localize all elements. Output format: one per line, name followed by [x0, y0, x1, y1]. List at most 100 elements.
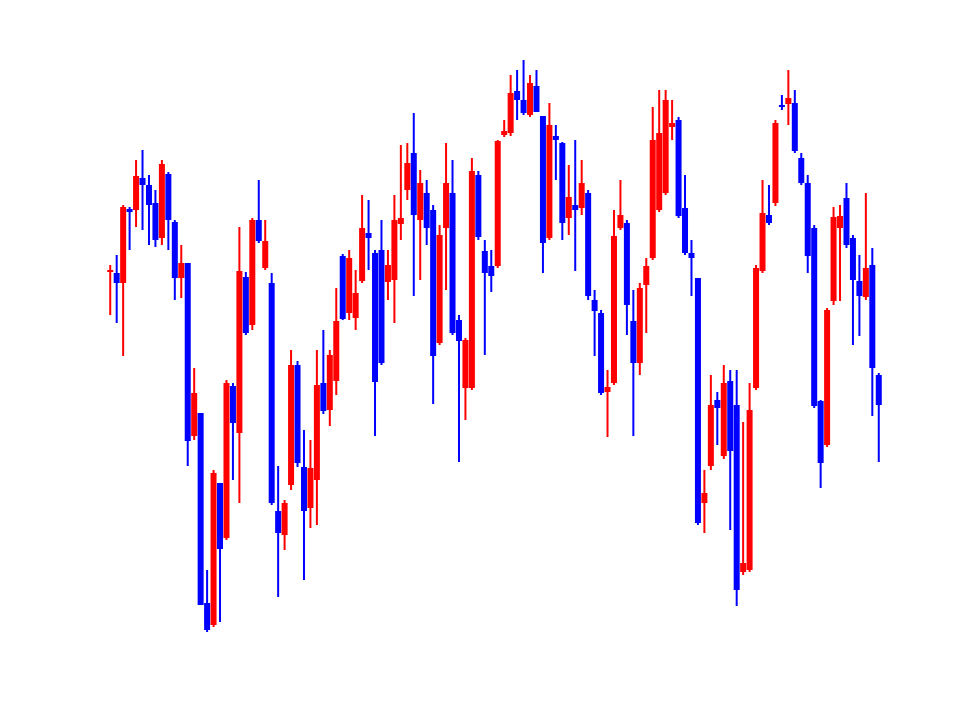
- candle-body: [862, 268, 869, 297]
- candle-body: [326, 355, 333, 410]
- candle-body: [210, 473, 217, 625]
- candle-body: [791, 103, 798, 151]
- candle-body: [494, 141, 501, 266]
- candle-body: [617, 215, 624, 228]
- candle-body: [533, 86, 540, 112]
- candle-body: [527, 83, 534, 115]
- candle-body: [662, 100, 669, 193]
- candle-body: [236, 271, 243, 433]
- candle-body: [707, 405, 714, 466]
- candle-body: [824, 310, 831, 445]
- candle-body: [514, 91, 521, 100]
- candle-body: [559, 143, 566, 223]
- candle-body: [262, 241, 269, 268]
- candle-body: [359, 228, 366, 281]
- candle-body: [630, 321, 637, 363]
- candle-body: [714, 400, 721, 408]
- candle-body: [701, 493, 708, 503]
- candle-body: [520, 100, 527, 113]
- candle-body: [275, 511, 282, 533]
- candle-body: [229, 386, 236, 423]
- candle-body: [410, 153, 417, 215]
- candle-body: [539, 116, 546, 243]
- candle-body: [585, 193, 592, 296]
- candle-body: [113, 273, 120, 283]
- candle-body: [623, 223, 630, 305]
- candle-body: [811, 228, 818, 406]
- candle-body: [875, 375, 882, 405]
- candle-body: [727, 381, 734, 451]
- candle-body: [184, 263, 191, 441]
- candle-body: [688, 253, 695, 258]
- candle-body: [649, 140, 656, 258]
- candle-body: [294, 365, 301, 463]
- candle-body: [346, 258, 353, 313]
- candle-body: [378, 250, 385, 363]
- candle-body: [255, 220, 262, 241]
- candle-body: [107, 270, 114, 272]
- candle-body: [837, 216, 844, 228]
- candle-body: [171, 222, 178, 278]
- candle-body: [384, 265, 391, 282]
- candle-body: [145, 185, 152, 205]
- candle-body: [598, 313, 605, 393]
- candle-body: [152, 203, 159, 240]
- candle-body: [643, 266, 650, 285]
- candle-body: [591, 300, 598, 311]
- candle-body: [430, 210, 437, 356]
- candle-body: [798, 158, 805, 183]
- candle-body: [610, 236, 617, 383]
- candle-body: [720, 383, 727, 456]
- candle-body: [333, 321, 340, 381]
- candle-body: [120, 207, 127, 283]
- candle-body: [197, 413, 204, 605]
- candle-body: [288, 365, 295, 485]
- candle-body: [352, 293, 359, 318]
- candle-body: [572, 205, 579, 210]
- candle-body: [365, 233, 372, 238]
- candle-body: [455, 320, 462, 341]
- candle-body: [765, 215, 772, 223]
- candle-body: [404, 163, 411, 190]
- candle-body: [268, 283, 275, 503]
- candle-body: [552, 136, 559, 140]
- candle-body: [339, 256, 346, 319]
- candle-body: [636, 288, 643, 363]
- candle-body: [856, 281, 863, 296]
- candle-body: [204, 603, 211, 630]
- candle-body: [682, 208, 689, 253]
- candle-body: [694, 278, 701, 523]
- candle-body: [249, 220, 256, 325]
- candle-body: [223, 383, 230, 538]
- candle-body: [733, 405, 740, 590]
- candle-body: [501, 131, 508, 135]
- candle-body: [423, 193, 430, 228]
- candle-body: [656, 133, 663, 210]
- candle-body: [436, 235, 443, 343]
- candle-body: [843, 198, 850, 245]
- candle-body: [507, 93, 514, 133]
- candle-body: [217, 483, 224, 549]
- candle-body: [604, 387, 611, 392]
- candle-body: [281, 503, 288, 535]
- candle-body: [753, 268, 760, 388]
- candle-body: [675, 120, 682, 216]
- candle-body: [746, 410, 753, 570]
- candle-body: [139, 178, 146, 185]
- candle-body: [759, 213, 766, 271]
- candle-body: [158, 164, 165, 238]
- candle-body: [578, 183, 585, 208]
- candle-body: [462, 340, 469, 388]
- candle-body: [191, 393, 198, 436]
- candle-body: [488, 266, 495, 276]
- candle-body: [391, 220, 398, 280]
- candle-body: [449, 193, 456, 333]
- candle-body: [307, 468, 314, 508]
- candle-body: [778, 105, 785, 107]
- candle-body: [804, 183, 811, 256]
- candle-body: [165, 174, 172, 220]
- candle-body: [417, 183, 424, 220]
- candle-body: [313, 385, 320, 480]
- candle-body: [849, 238, 856, 280]
